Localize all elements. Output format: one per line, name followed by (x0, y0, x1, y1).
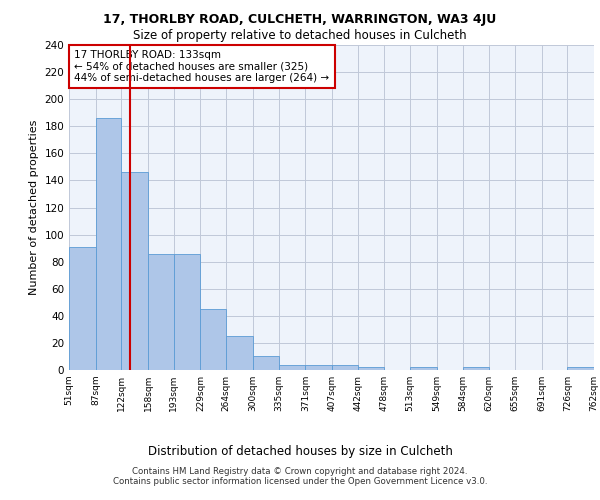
Bar (174, 254, 200, 370)
Bar (279, 364, 305, 370)
Text: Contains public sector information licensed under the Open Government Licence v3: Contains public sector information licen… (113, 477, 487, 486)
Text: Size of property relative to detached houses in Culcheth: Size of property relative to detached ho… (133, 29, 467, 42)
Bar (332, 364, 358, 370)
Bar (148, 254, 174, 370)
Text: Distribution of detached houses by size in Culcheth: Distribution of detached houses by size … (148, 444, 452, 458)
Text: 17 THORLBY ROAD: 133sqm
← 54% of detached houses are smaller (325)
44% of semi-d: 17 THORLBY ROAD: 133sqm ← 54% of detache… (74, 50, 329, 83)
Bar (305, 364, 332, 370)
Bar (253, 356, 279, 370)
Bar (69, 247, 95, 370)
Bar (95, 118, 121, 370)
Text: Contains HM Land Registry data © Crown copyright and database right 2024.: Contains HM Land Registry data © Crown c… (132, 467, 468, 476)
Bar (358, 368, 384, 370)
Bar (121, 172, 148, 370)
Bar (200, 309, 226, 370)
Bar (463, 368, 489, 370)
Bar (226, 336, 253, 370)
Text: 17, THORLBY ROAD, CULCHETH, WARRINGTON, WA3 4JU: 17, THORLBY ROAD, CULCHETH, WARRINGTON, … (103, 12, 497, 26)
Y-axis label: Number of detached properties: Number of detached properties (29, 120, 39, 295)
Bar (410, 368, 437, 370)
Bar (568, 368, 594, 370)
